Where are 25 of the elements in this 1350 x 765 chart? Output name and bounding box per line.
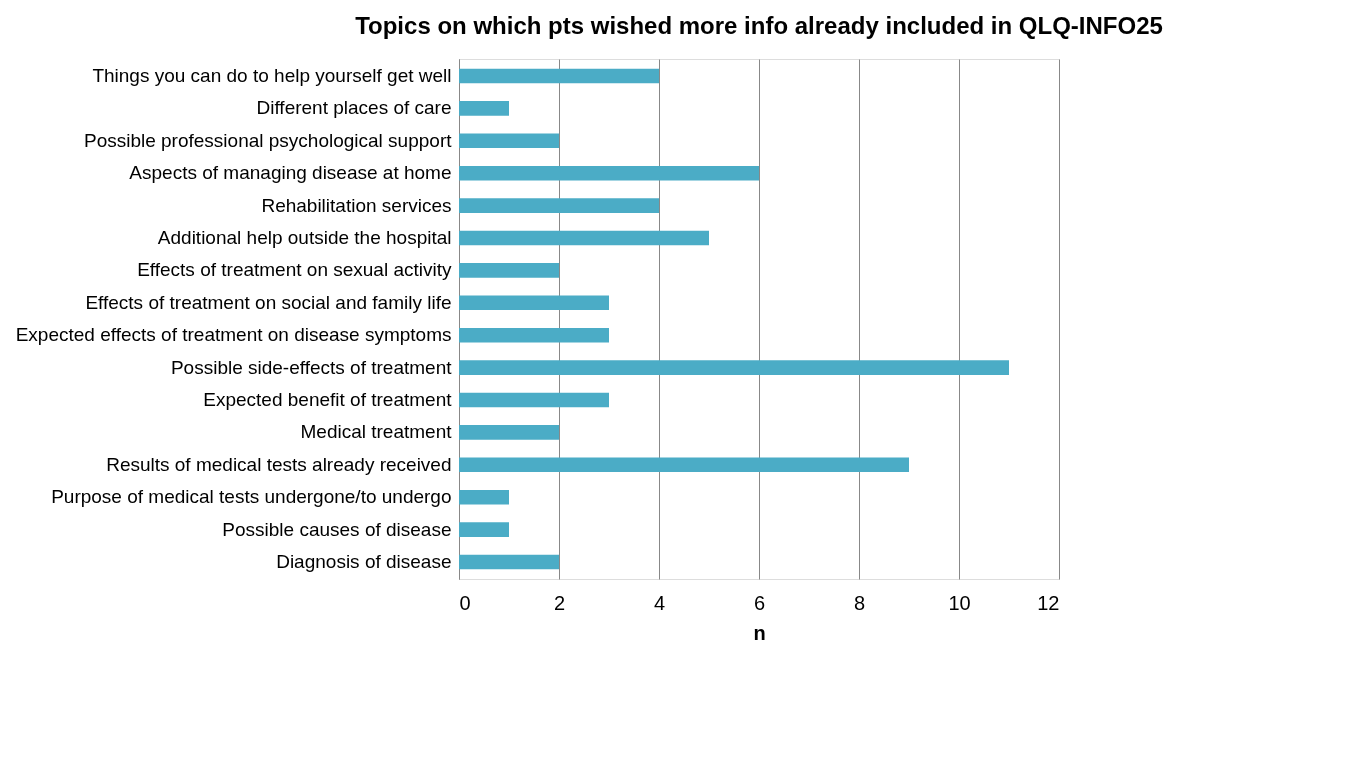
x-tick-label: 0 <box>459 591 471 614</box>
y-tick-label: Results of medical tests already received <box>106 453 452 475</box>
y-tick-label: Different places of care <box>256 97 452 119</box>
y-tick-label: Additional help outside the hospital <box>157 227 452 248</box>
y-tick-label: Possible side-effects of treatment <box>170 356 453 378</box>
x-axis-title: n <box>753 621 766 644</box>
y-tick-label: Things you can do to help yourself get well <box>92 65 452 87</box>
chart-title: Topics on which pts wished more info already included in QLQ-INFO25 <box>355 12 1163 39</box>
x-tick-label: 8 <box>853 591 866 614</box>
y-tick-label: Medical treatment <box>300 421 453 443</box>
y-tick-label: Aspects of managing disease at home <box>129 162 452 184</box>
y-tick-label: Diagnosis of disease <box>276 550 452 572</box>
y-tick-label: Effects of treatment on sexual activity <box>137 259 452 281</box>
x-tick-label: 4 <box>653 591 666 614</box>
y-tick-label: Expected effects of treatment on disease symptoms <box>15 324 452 346</box>
x-tick-label: 12 <box>1037 591 1060 614</box>
y-tick-label: Purpose of medical tests undergone/to undergo <box>51 486 452 508</box>
x-tick-label: 2 <box>553 591 566 614</box>
y-tick-label: Rehabilitation services <box>261 194 452 216</box>
y-tick-label: Possible professional psychological support <box>83 129 453 151</box>
y-tick-label: Expected benefit of treatment <box>203 389 453 410</box>
x-tick-label: 10 <box>948 591 971 614</box>
x-tick-label: 6 <box>753 591 766 614</box>
y-tick-label: Effects of treatment on social and family life <box>85 291 452 313</box>
y-tick-label: Possible causes of disease <box>222 518 452 540</box>
